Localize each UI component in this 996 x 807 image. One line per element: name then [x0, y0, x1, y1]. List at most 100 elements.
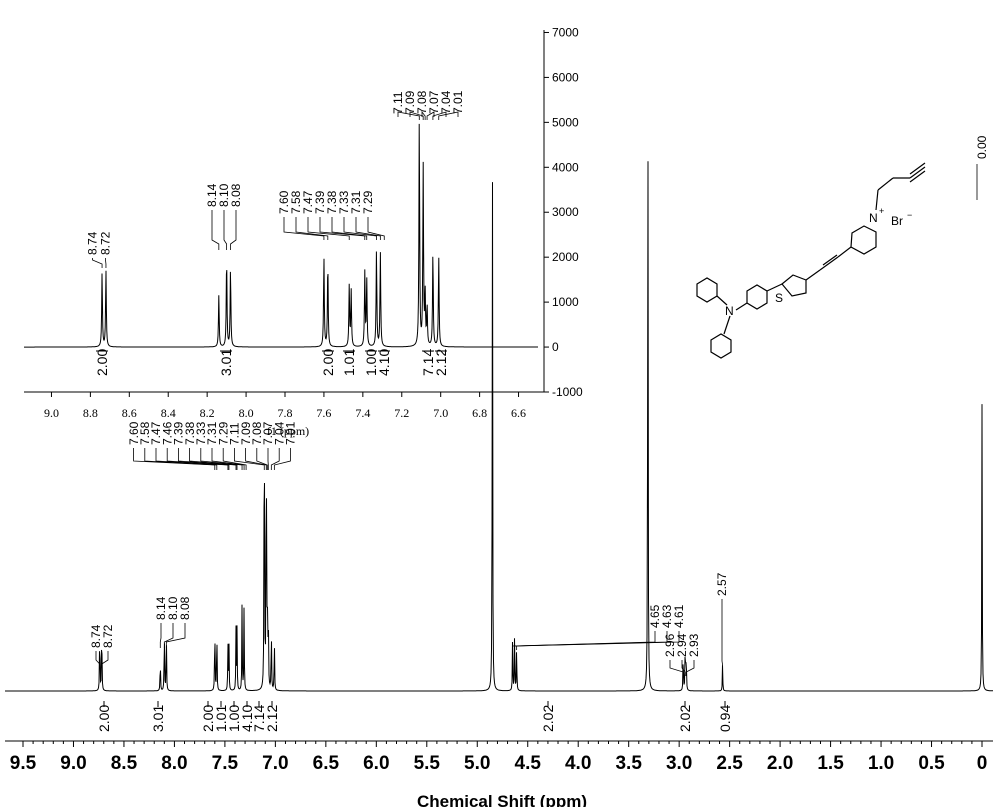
inset-peak-label: 7.39 — [313, 190, 327, 214]
main-peak-label: 7.29 — [216, 421, 230, 445]
pyridinium-ring — [850, 225, 877, 255]
pyridinium-nitrogen-label: N — [869, 211, 878, 225]
inset-x-tick-label: 8.6 — [122, 406, 137, 420]
main-x-ticks: 9.5 9.0 8.5 8.0 7.5 7.0 6.5 6.0 5.5 5.0 4.5 4.0 3.5 3… — [10, 741, 988, 774]
inset-peak-leader — [426, 111, 435, 120]
inset-y-tick-label: 5000 — [552, 115, 579, 129]
main-peak-labels: 8.748.72 8.148.108.08 7.607.587.477.467.39… — [89, 421, 729, 676]
main-x-tick-label: 5.5 — [414, 753, 441, 774]
main-peak-leader — [101, 651, 109, 668]
inset-x-tick-label: 7.8 — [278, 406, 293, 420]
molecule-structure — [696, 162, 926, 359]
main-integral-value: 4.10 — [239, 705, 255, 732]
main-peak-label: 7.33 — [194, 421, 208, 445]
main-peak-label: 2.94 — [675, 633, 689, 657]
main-x-tick-label: 3.5 — [615, 753, 642, 774]
main-peak-leader — [273, 448, 291, 470]
bond — [819, 256, 839, 271]
main-peak-label: 4.65 — [648, 604, 662, 628]
inset-y-tick-label: 4000 — [552, 160, 579, 174]
inset-peak-label: 8.72 — [99, 231, 113, 255]
main-peak-label: 8.14 — [154, 596, 168, 620]
main-integral-value: 2.00 — [96, 705, 112, 732]
inset-peak-label: 8.08 — [229, 183, 243, 207]
inset-x-tick-label: 7.2 — [394, 406, 409, 420]
main-x-tick-label: 0 — [977, 753, 988, 774]
main-x-tick-label: 6.5 — [313, 753, 340, 774]
inset-peak-label: 8.74 — [86, 231, 100, 255]
main-peak-label: 7.01 — [284, 421, 298, 445]
inset-peak-label: 7.11 — [391, 91, 405, 114]
main-x-tick-label: 1.0 — [868, 753, 894, 774]
phenyl-ring-middle — [746, 284, 768, 310]
inset-x-tick-label: 7.6 — [316, 406, 331, 420]
inset-peak-leader — [230, 210, 237, 250]
inset-x-tick-label: 6.6 — [511, 406, 526, 420]
inset-peak-label: 7.31 — [349, 190, 363, 214]
inset-integral-value: 1.00 — [363, 349, 379, 376]
inset-integral-value: 3.01 — [218, 349, 234, 376]
main-x-tick-label: 7.0 — [262, 753, 288, 774]
bond — [877, 177, 894, 191]
main-x-tick-label: 2.5 — [716, 753, 743, 774]
inset-peak-label: 7.07 — [427, 90, 441, 114]
inset-x-tick-label: 7.4 — [355, 406, 370, 420]
main-peak-label: 7.31 — [205, 421, 219, 445]
main-integral-value: 0.94 — [717, 705, 733, 732]
bromide-label: Br — [891, 214, 903, 228]
inset-integrals: 2.00 3.01 2.00 1.01 1.004.10 7.142.12 — [94, 349, 449, 376]
inset-peak-label: 7.58 — [289, 190, 303, 214]
inset-peak-label: 8.14 — [205, 183, 219, 207]
inset-spectrum-trace — [24, 123, 538, 348]
inset-peak-label: 7.33 — [337, 190, 351, 214]
main-integrals: 2.00 3.01 2.001.011.004.107.142.12 2.02 2.02… — [96, 701, 733, 732]
main-x-tick-label: 1.5 — [817, 753, 844, 774]
inset-peak-label: 7.29 — [361, 190, 375, 214]
inset-peak-leader — [295, 217, 329, 240]
main-spectrum: 9.5 9.0 8.5 8.0 7.5 7.0 6.5 6.0 5.5 5.0 4.5 4.0 3.5 3… — [5, 161, 993, 807]
main-x-tick-label: 3.0 — [666, 753, 692, 774]
negative-charge-label: − — [907, 210, 912, 220]
inset-peak-leader — [331, 217, 368, 240]
nitrogen-atom-label: N — [725, 304, 734, 318]
main-integral-value: 2.02 — [540, 705, 556, 732]
inset-peak-leader — [409, 111, 424, 120]
main-integral-value: 7.14 — [251, 705, 267, 732]
inset-peak-leader — [367, 217, 385, 240]
main-peak-leader — [166, 448, 230, 470]
inset-y-tick-label: 0 — [552, 340, 559, 354]
inset-peak-label: 7.38 — [325, 190, 339, 214]
inset-peak-label: 7.09 — [403, 90, 417, 114]
bond — [723, 315, 731, 335]
inset-peak-label: 7.60 — [277, 190, 291, 214]
inset-peak-leader — [343, 217, 377, 240]
main-x-tick-label: 7.5 — [212, 753, 239, 774]
inset-spectrum: 7000 6000 5000 4000 3000 2000 1000 0 -1000 9.0 8.8… — [24, 25, 989, 438]
inset-integral-value: 1.01 — [341, 349, 357, 376]
main-integral-value: 2.00 — [200, 705, 216, 732]
inset-x-tick-label: 9.0 — [44, 406, 59, 420]
main-x-tick-label: 9.5 — [10, 753, 37, 774]
main-peak-leader — [514, 631, 668, 650]
main-peak-label: 2.93 — [687, 633, 701, 657]
inset-y-tick-label: 1000 — [552, 295, 579, 309]
main-peak-leader — [177, 448, 237, 470]
inset-peak-labels: 8.74 8.72 8.148.108.08 7.607.587.477.397.38… — [86, 90, 465, 268]
inset-peak-leader — [92, 258, 103, 268]
inset-integral-value: 2.12 — [433, 349, 449, 376]
main-x-tick-label: 4.5 — [515, 753, 542, 774]
main-peak-label: 7.38 — [183, 421, 197, 445]
main-peak-leader — [721, 599, 723, 670]
main-peak-leader — [189, 448, 238, 470]
bond — [716, 295, 728, 306]
main-peak-leader — [163, 623, 174, 648]
positive-charge-label: + — [879, 206, 884, 216]
phenyl-ring-left — [696, 277, 718, 303]
main-peak-label: 7.08 — [250, 421, 264, 445]
thiophene-ring — [781, 274, 807, 297]
main-integral-value: 1.01 — [213, 705, 229, 732]
main-peak-leader — [245, 448, 267, 470]
main-peak-label: 4.63 — [660, 604, 674, 628]
main-peak-label: 7.04 — [272, 421, 286, 445]
inset-x-tick-label: 8.2 — [200, 406, 215, 420]
